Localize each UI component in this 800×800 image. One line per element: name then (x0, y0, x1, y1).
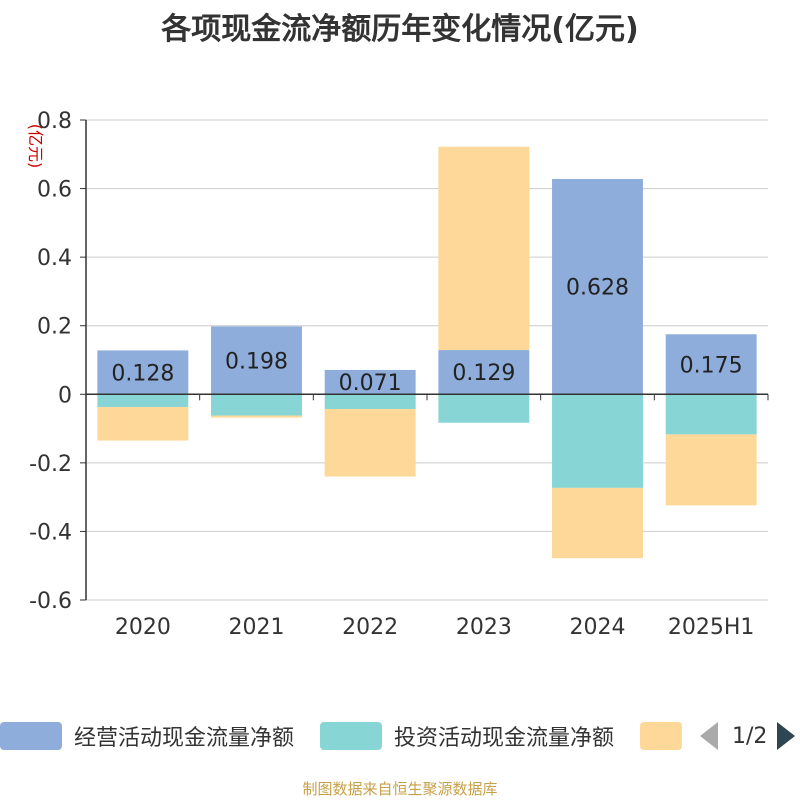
y-tick-label: 0.6 (37, 178, 72, 203)
legend-item-third-series[interactable] (640, 716, 682, 756)
legend: 经营活动现金流量净额 投资活动现金流量净额 1/2 (0, 716, 800, 756)
bar-series-0 (665, 334, 757, 395)
data-label: 0.128 (111, 361, 174, 386)
x-tick-label: 2020 (115, 615, 171, 640)
legend-pager: 1/2 (700, 716, 796, 756)
bar-series-1 (438, 394, 530, 423)
bar-series-2 (665, 434, 757, 506)
bar-series-0 (97, 350, 189, 395)
pager-prev-icon[interactable] (700, 722, 718, 750)
data-label: 0.198 (225, 349, 288, 374)
bar-series-0 (552, 178, 643, 395)
legend-swatch (320, 722, 382, 750)
y-axis-unit-label: (亿元) (26, 124, 45, 169)
legend-item-investing[interactable]: 投资活动现金流量净额 (320, 716, 614, 756)
pager-text: 1/2 (732, 723, 768, 749)
bar-series-0 (211, 326, 302, 395)
x-tick-label: 2024 (570, 615, 626, 640)
bar-series-1 (665, 394, 757, 435)
pager-next-icon[interactable] (777, 722, 796, 750)
bar-series-0 (324, 369, 416, 395)
x-tick-label: 2021 (229, 615, 285, 640)
legend-swatch (0, 722, 62, 750)
data-label: 0.129 (452, 361, 515, 386)
y-tick-label: -0.2 (29, 452, 72, 477)
bar-series-2 (552, 487, 643, 559)
x-tick-label: 2023 (456, 615, 512, 640)
y-tick-label: -0.6 (29, 589, 72, 614)
y-tick-label: 0.2 (37, 315, 72, 340)
bar-series-0 (438, 350, 530, 395)
legend-swatch (640, 722, 682, 750)
y-tick-label: 0 (58, 383, 72, 408)
legend-item-operating[interactable]: 经营活动现金流量净额 (0, 716, 294, 756)
axis-layer: -0.6 -0.4 -0.2 0 0.2 0.4 0.6 0.8 2020 2021 2022 202… (29, 109, 769, 640)
legend-label: 经营活动现金流量净额 (74, 726, 295, 751)
source-note: 制图数据来自恒生聚源数据库 (302, 780, 498, 798)
bar-series-1 (324, 394, 416, 410)
data-label: 0.071 (339, 371, 402, 396)
bar-series-2 (438, 146, 530, 351)
data-label: 0.175 (680, 353, 743, 378)
y-tick-label: -0.4 (29, 520, 72, 545)
chart-title: 各项现金流净额历年变化情况(亿元) (161, 12, 639, 47)
legend-label: 投资活动现金流量净额 (394, 726, 615, 751)
y-tick-label: 0.4 (37, 246, 72, 271)
bar-series-1 (552, 394, 643, 488)
bar-layer (97, 146, 757, 559)
y-tick-label: 0.8 (37, 109, 72, 134)
x-tick-label: 2025H1 (668, 615, 755, 640)
bar-series-2 (97, 406, 189, 441)
bar-series-2 (211, 415, 302, 418)
bar-series-1 (211, 394, 302, 416)
bar-series-1 (97, 394, 189, 407)
bar-series-2 (324, 409, 416, 477)
x-tick-label: 2022 (342, 615, 398, 640)
label-layer: 0.128 0.198 0.071 0.129 0.628 0.175 (111, 276, 742, 396)
data-label: 0.628 (566, 276, 629, 301)
